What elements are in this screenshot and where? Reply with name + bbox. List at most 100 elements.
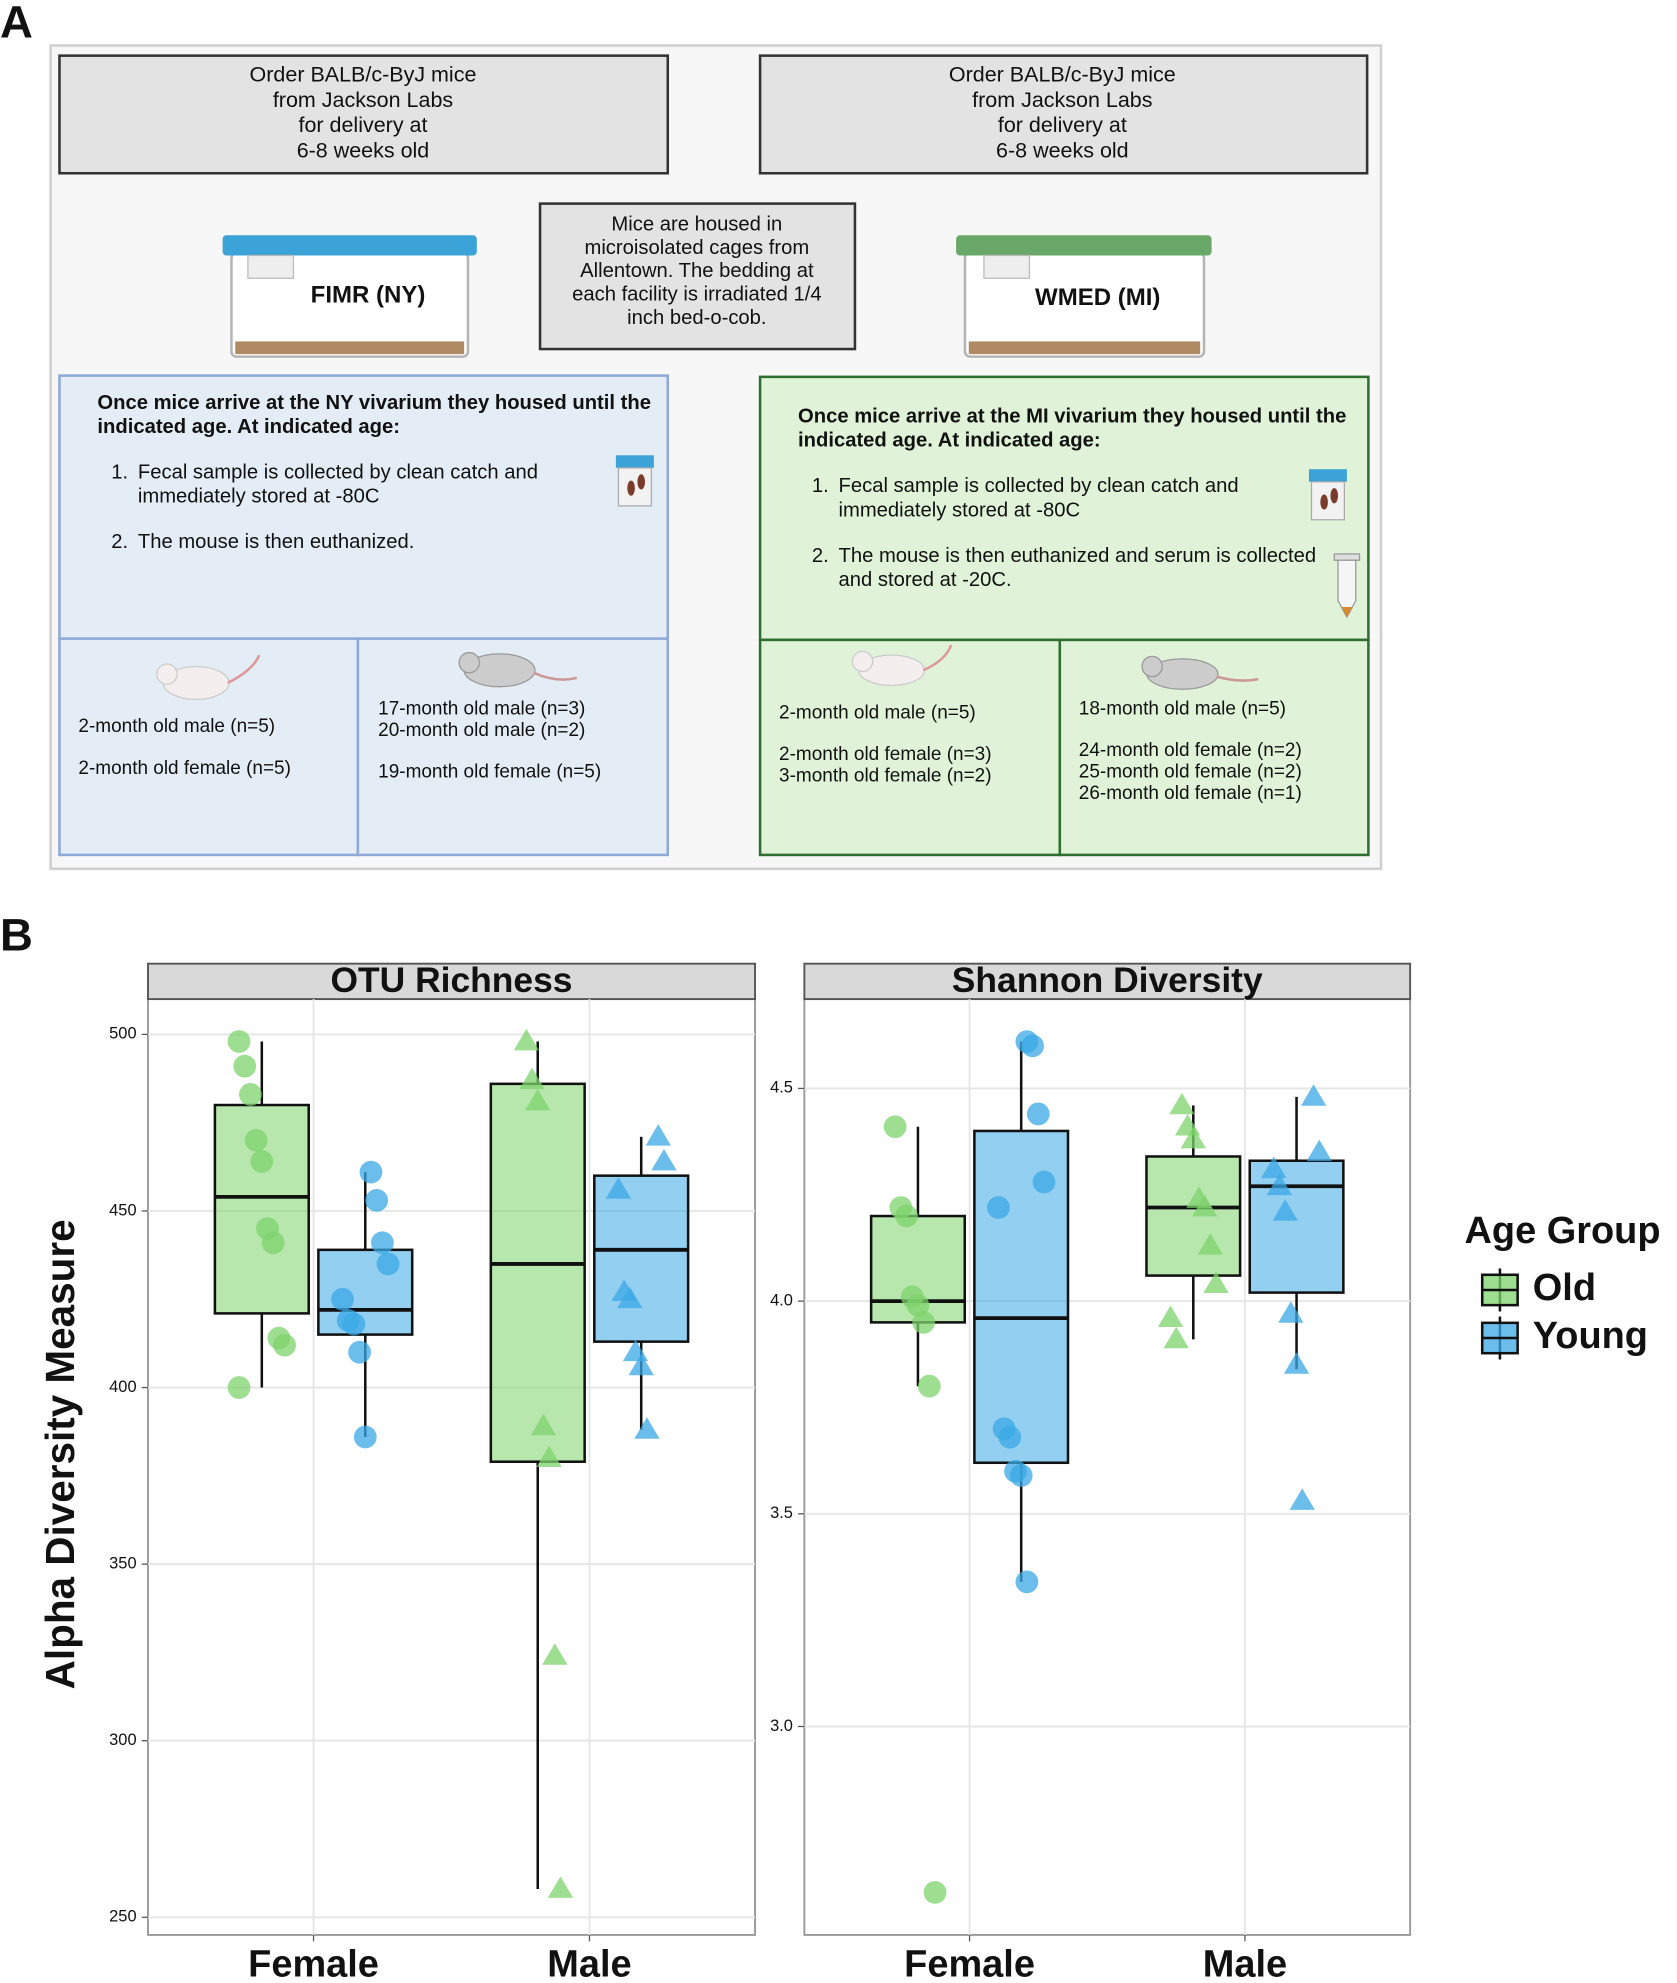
data-point bbox=[370, 1231, 394, 1255]
legend-label: Young bbox=[1533, 1315, 1648, 1357]
data-point bbox=[365, 1189, 389, 1212]
housing-box bbox=[538, 202, 857, 351]
order-text: 6-8 weeks old bbox=[297, 138, 430, 162]
data-point bbox=[227, 1376, 251, 1399]
y-tick-label: 4.5 bbox=[770, 1079, 793, 1097]
data-point bbox=[244, 1128, 268, 1152]
step-text: immediately stored at -80C bbox=[838, 499, 1080, 521]
data-point bbox=[250, 1150, 274, 1173]
legend-label: Old bbox=[1533, 1267, 1596, 1309]
data-point bbox=[1180, 1126, 1206, 1149]
cohort-text: 17-month old male (n=3) bbox=[378, 698, 585, 719]
housing-text: Mice are housed in bbox=[611, 213, 782, 235]
sample-cup-icon bbox=[1308, 469, 1347, 521]
facet-title: OTU Richness bbox=[331, 960, 573, 1000]
housing-text: each facility is irradiated 1/4 bbox=[572, 284, 821, 306]
order-text: 6-8 weeks old bbox=[996, 138, 1129, 162]
data-point bbox=[342, 1312, 366, 1336]
order-text: from Jackson Labs bbox=[972, 88, 1152, 112]
y-tick-label: 350 bbox=[109, 1554, 136, 1572]
data-point bbox=[239, 1083, 262, 1106]
data-point bbox=[1192, 1194, 1218, 1217]
y-tick-label: 250 bbox=[109, 1908, 136, 1926]
data-point bbox=[530, 1413, 557, 1436]
y-tick-label: 450 bbox=[109, 1201, 136, 1219]
cohort-text: 26-month old female (n=1) bbox=[1079, 783, 1302, 804]
order-text: Order BALB/c-ByJ mice bbox=[949, 63, 1176, 87]
step-text: The mouse is then euthanized. bbox=[138, 531, 414, 553]
cohort-text: 24-month old female (n=2) bbox=[1079, 740, 1302, 761]
step-number: 2. bbox=[812, 545, 829, 567]
x-tick-label: Female bbox=[904, 1944, 1035, 1983]
data-point bbox=[547, 1876, 574, 1898]
data-point bbox=[1197, 1233, 1224, 1255]
y-tick-label: 500 bbox=[109, 1025, 136, 1043]
data-point bbox=[1032, 1170, 1056, 1194]
data-point bbox=[987, 1196, 1010, 1219]
box bbox=[489, 1082, 586, 1463]
data-point bbox=[1272, 1199, 1298, 1221]
data-point bbox=[651, 1148, 677, 1171]
cage-icon bbox=[956, 235, 1212, 358]
data-point bbox=[1203, 1271, 1229, 1293]
y-tick-label: 3.5 bbox=[770, 1504, 793, 1522]
y-tick-label: 4.0 bbox=[770, 1291, 793, 1309]
mouse-icon bbox=[156, 654, 261, 700]
data-point bbox=[227, 1030, 251, 1053]
protocol-intro: Once mice arrive at the MI vivarium they… bbox=[798, 406, 1346, 428]
order-box bbox=[58, 54, 670, 175]
ny-protocol-box bbox=[58, 374, 670, 640]
data-point bbox=[1278, 1301, 1304, 1323]
data-point bbox=[628, 1353, 654, 1376]
data-point bbox=[1169, 1092, 1195, 1115]
data-point bbox=[895, 1204, 918, 1228]
y-tick-label: 300 bbox=[109, 1731, 136, 1749]
data-point bbox=[645, 1124, 671, 1146]
cohort-text: 18-month old male (n=5) bbox=[1079, 698, 1286, 719]
cage-label: FIMR (NY) bbox=[311, 281, 426, 308]
cohort-text: 2-month old female (n=5) bbox=[78, 758, 290, 779]
data-point bbox=[912, 1311, 936, 1334]
mouse-icon bbox=[851, 644, 953, 687]
box bbox=[593, 1174, 690, 1343]
data-point bbox=[376, 1252, 400, 1276]
sample-cup-icon bbox=[615, 455, 654, 507]
data-point bbox=[1306, 1139, 1332, 1162]
cohort-text: 20-month old male (n=2) bbox=[378, 720, 585, 741]
data-point bbox=[542, 1643, 568, 1665]
cohort-text: 2-month old male (n=5) bbox=[78, 716, 275, 737]
data-point bbox=[923, 1881, 947, 1904]
data-point bbox=[519, 1067, 545, 1090]
data-point bbox=[353, 1425, 377, 1449]
data-point bbox=[233, 1054, 257, 1078]
order-text: Order BALB/c-ByJ mice bbox=[250, 63, 477, 87]
data-point bbox=[1261, 1156, 1287, 1179]
data-point bbox=[1026, 1102, 1050, 1126]
cohort-text: 25-month old female (n=2) bbox=[1079, 762, 1302, 783]
data-point bbox=[1266, 1173, 1293, 1196]
data-point bbox=[513, 1028, 540, 1051]
data-point bbox=[998, 1425, 1022, 1449]
x-tick-label: Female bbox=[248, 1944, 379, 1983]
data-point bbox=[917, 1374, 941, 1398]
order-box bbox=[758, 54, 1369, 175]
protocol-intro: indicated age. At indicated age: bbox=[97, 416, 400, 438]
step-text: Fecal sample is collected by clean catch… bbox=[138, 461, 538, 483]
data-point bbox=[1009, 1464, 1033, 1487]
box bbox=[1145, 1155, 1242, 1277]
legend-title: Age Group bbox=[1465, 1210, 1661, 1252]
data-point bbox=[331, 1287, 354, 1311]
data-point bbox=[1283, 1352, 1310, 1374]
data-point bbox=[1300, 1084, 1327, 1106]
step-number: 1. bbox=[812, 475, 829, 497]
panel-label: B bbox=[0, 909, 33, 960]
data-point bbox=[1289, 1488, 1315, 1510]
data-point bbox=[1015, 1570, 1039, 1594]
cohort-text: 2-month old male (n=5) bbox=[779, 702, 976, 723]
order-text: for delivery at bbox=[998, 113, 1127, 137]
facet-strip bbox=[147, 962, 756, 1001]
cohort-text: 2-month old female (n=3) bbox=[779, 744, 991, 765]
data-point bbox=[1157, 1305, 1184, 1327]
cohort-text: 19-month old female (n=5) bbox=[378, 762, 601, 783]
